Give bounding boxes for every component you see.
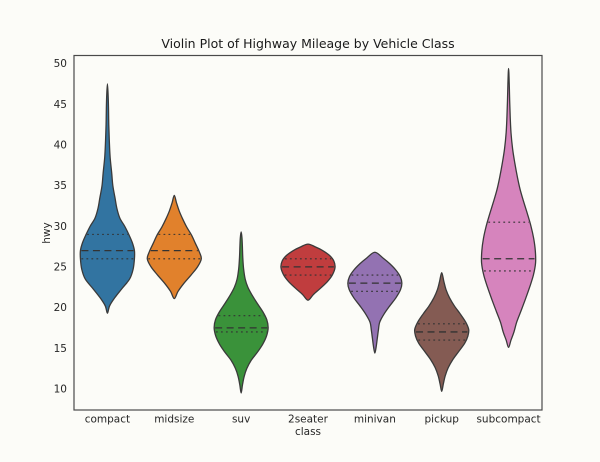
y-tick-label: 35 [54, 180, 67, 192]
x-tick-label-minivan: minivan [354, 414, 396, 426]
y-tick-label: 10 [54, 383, 67, 395]
y-tick-label: 40 [54, 140, 67, 152]
violin-compact [79, 83, 136, 314]
x-tick-label-compact: compact [85, 414, 130, 426]
x-tick-label-suv: suv [232, 414, 250, 426]
y-tick-label: 20 [54, 302, 67, 314]
chart-title: Violin Plot of Highway Mileage by Vehicl… [161, 36, 454, 51]
x-tick-label-2seater: 2seater [288, 414, 329, 426]
x-axis-tick-labels: compact midsize suv 2seater minivan pickup sub… [85, 414, 541, 426]
violin-minivan [347, 251, 403, 354]
y-tick-label: 30 [54, 221, 67, 233]
y-tick-label: 25 [54, 262, 67, 274]
plot-area-border [73, 54, 543, 411]
y-tick-label: 15 [54, 343, 67, 355]
violin-2seater [280, 243, 336, 301]
x-tick-label-pickup: pickup [424, 414, 459, 426]
violin-midsize [146, 194, 202, 300]
y-axis-tick-labels: 10 15 20 25 30 35 40 45 50 [54, 58, 67, 395]
quartile-lines-layer [81, 221, 535, 341]
violin-subcompact [480, 67, 537, 349]
y-axis-label: hwy [41, 222, 53, 243]
y-tick-label: 45 [54, 99, 67, 111]
x-tick-label-subcompact: subcompact [476, 414, 540, 426]
y-tick-label: 50 [54, 58, 67, 70]
violin-suv [213, 231, 269, 394]
x-axis-label: class [295, 426, 321, 438]
x-tick-label-midsize: midsize [154, 414, 194, 426]
